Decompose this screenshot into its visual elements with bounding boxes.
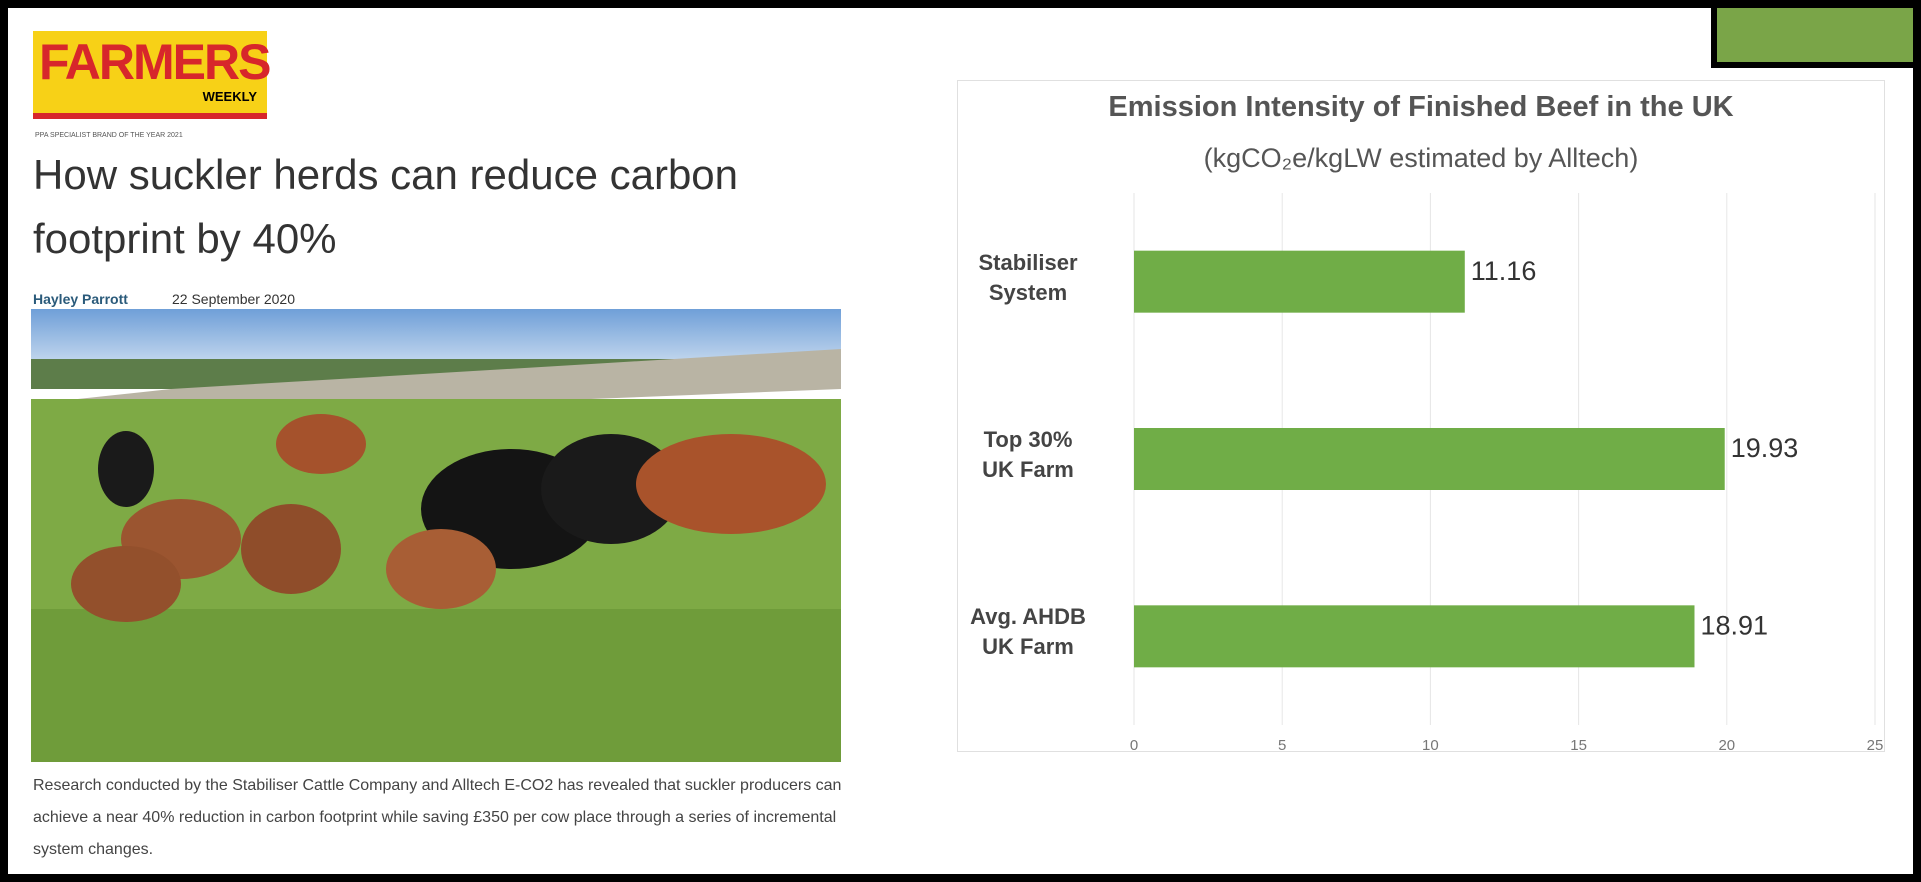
category-label: Avg. AHDB UK Farm (958, 602, 1098, 662)
logo-sub: WEEKLY (203, 89, 257, 104)
bar (1134, 428, 1725, 490)
bar (1134, 605, 1694, 667)
tagline: PPA SPECIALIST BRAND OF THE YEAR 2021 (35, 132, 183, 139)
x-tick-label: 5 (1278, 737, 1286, 751)
headline: How suckler herds can reduce carbon foot… (33, 143, 793, 271)
summary: Research conducted by the Stabiliser Cat… (33, 770, 853, 866)
logo: FARMERS WEEKLY (33, 31, 267, 119)
x-tick-label: 15 (1570, 737, 1587, 751)
value-label: 11.16 (1471, 256, 1537, 286)
page: FARMERS WEEKLY PPA SPECIALIST BRAND OF T… (0, 0, 1921, 882)
x-tick-label: 25 (1867, 737, 1884, 751)
inset-photo (1711, 0, 1921, 68)
bar (1134, 251, 1465, 313)
photo (31, 309, 841, 762)
date: 22 September 2020 (172, 291, 295, 307)
x-tick-label: 20 (1718, 737, 1735, 751)
category-label: Stabiliser System (958, 248, 1098, 308)
chart-panel: Emission Intensity of Finished Beef in t… (957, 80, 1885, 752)
author[interactable]: Hayley Parrott (33, 291, 128, 307)
category-label: Top 30% UK Farm (958, 425, 1098, 485)
value-label: 19.93 (1731, 433, 1799, 463)
logo-brand: FARMERS (39, 33, 269, 91)
value-label: 18.91 (1700, 610, 1768, 640)
x-tick-label: 10 (1422, 737, 1439, 751)
x-tick-label: 0 (1130, 737, 1138, 751)
